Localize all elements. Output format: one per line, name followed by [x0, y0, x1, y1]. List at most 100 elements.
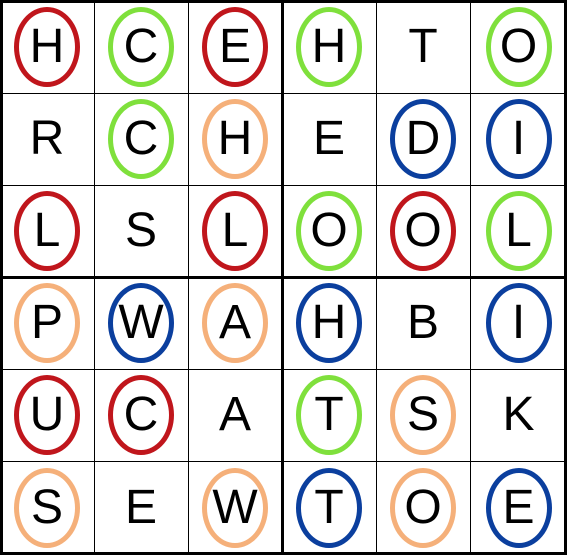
green-circle-marker — [486, 191, 552, 271]
grid-cell[interactable]: A — [188, 277, 282, 369]
cell-letter: H — [29, 19, 65, 73]
cell-letter: T — [314, 481, 344, 534]
cell-letter: W — [212, 481, 258, 534]
grid-cell[interactable]: T — [376, 0, 470, 93]
grid-cell[interactable]: K — [470, 369, 567, 461]
cell-letter: C — [123, 388, 159, 441]
grid-cell[interactable]: W — [94, 277, 188, 369]
block-divider-horizontal — [0, 552, 567, 555]
red-circle-marker — [202, 191, 268, 271]
grid-cell[interactable]: E — [188, 0, 282, 93]
cell-letter: I — [511, 296, 526, 349]
cell-letter: H — [311, 296, 347, 349]
grid-cell[interactable]: U — [0, 369, 94, 461]
cell-letter: K — [502, 388, 535, 441]
grid-cell[interactable]: O — [376, 185, 470, 277]
grid-line-horizontal — [0, 369, 567, 370]
cell-letter: E — [502, 481, 535, 534]
green-circle-marker — [296, 375, 362, 455]
red-circle-marker — [108, 375, 174, 455]
grid-cell[interactable]: O — [282, 185, 376, 277]
blue-circle-marker — [390, 99, 456, 179]
grid-cell[interactable]: L — [188, 185, 282, 277]
grid-cell[interactable]: C — [94, 369, 188, 461]
grid-cell[interactable]: I — [470, 277, 567, 369]
cell-letter: L — [33, 204, 61, 257]
cell-letter: C — [123, 19, 159, 73]
orange-circle-marker — [202, 283, 268, 363]
cell-letter: O — [404, 204, 442, 257]
orange-circle-marker — [14, 283, 80, 363]
orange-circle-marker — [390, 375, 456, 455]
cell-letter: E — [218, 19, 251, 73]
grid-line-horizontal — [0, 461, 567, 462]
grid-cell[interactable]: H — [188, 93, 282, 185]
grid-cell[interactable]: T — [282, 369, 376, 461]
cell-letter: T — [314, 388, 344, 441]
red-circle-marker — [202, 7, 268, 87]
cell-letter: T — [408, 19, 438, 73]
cell-letter: L — [505, 204, 532, 257]
cell-letter: O — [404, 481, 442, 534]
cell-letter: O — [499, 19, 538, 73]
grid-cell[interactable]: H — [282, 277, 376, 369]
blue-circle-marker — [486, 468, 552, 548]
blue-circle-marker — [108, 283, 174, 363]
grid-cell[interactable]: L — [0, 185, 94, 277]
cell-letter: B — [406, 296, 439, 349]
orange-circle-marker — [14, 468, 80, 548]
grid-cell[interactable]: H — [0, 0, 94, 93]
cell-letter: S — [406, 388, 439, 441]
red-circle-marker — [14, 375, 80, 455]
grid-cell[interactable]: T — [282, 461, 376, 555]
cell-letter: O — [310, 204, 348, 257]
grid-cell[interactable]: S — [0, 461, 94, 555]
grid-cell[interactable]: B — [376, 277, 470, 369]
cell-letter: H — [217, 112, 253, 165]
blue-circle-marker — [296, 283, 362, 363]
cell-letter: P — [30, 296, 63, 349]
grid-cell[interactable]: R — [0, 93, 94, 185]
green-circle-marker — [108, 7, 174, 87]
orange-circle-marker — [202, 468, 268, 548]
grid-cell[interactable]: C — [94, 0, 188, 93]
grid-cell[interactable]: E — [94, 461, 188, 555]
cell-letter: S — [30, 481, 63, 534]
grid-cell[interactable]: D — [376, 93, 470, 185]
grid-cell[interactable]: H — [282, 0, 376, 93]
grid-cell[interactable]: I — [470, 93, 567, 185]
red-circle-marker — [390, 191, 456, 271]
grid-cell[interactable]: S — [94, 185, 188, 277]
cell-letter: D — [405, 112, 441, 165]
grid-cell[interactable]: E — [470, 461, 567, 555]
green-circle-marker — [108, 99, 174, 179]
grid-cell[interactable]: E — [282, 93, 376, 185]
grid-cell[interactable]: A — [188, 369, 282, 461]
blue-circle-marker — [486, 283, 552, 363]
red-circle-marker — [14, 191, 80, 271]
cell-letter: W — [118, 296, 164, 349]
cell-letter: L — [221, 204, 249, 257]
green-circle-marker — [296, 191, 362, 271]
cell-letter: A — [218, 296, 251, 349]
grid-cell[interactable]: P — [0, 277, 94, 369]
grid-line-horizontal — [0, 93, 567, 94]
grid-cell[interactable]: S — [376, 369, 470, 461]
grid-cell[interactable]: O — [376, 461, 470, 555]
cell-letter: I — [511, 112, 526, 165]
cell-letter: C — [123, 112, 159, 165]
cell-letter: H — [311, 19, 347, 73]
grid-cell[interactable]: W — [188, 461, 282, 555]
grid-cell[interactable]: C — [94, 93, 188, 185]
blue-circle-marker — [486, 99, 552, 179]
grid-cell[interactable]: L — [470, 185, 567, 277]
cell-letter: U — [29, 388, 65, 441]
red-circle-marker — [14, 7, 80, 87]
green-circle-marker — [296, 7, 362, 87]
orange-circle-marker — [390, 468, 456, 548]
cell-letter: E — [124, 481, 157, 534]
cell-letter: A — [218, 388, 251, 441]
blue-circle-marker — [296, 468, 362, 548]
cell-letter: S — [124, 204, 157, 257]
grid-cell[interactable]: O — [470, 0, 567, 93]
